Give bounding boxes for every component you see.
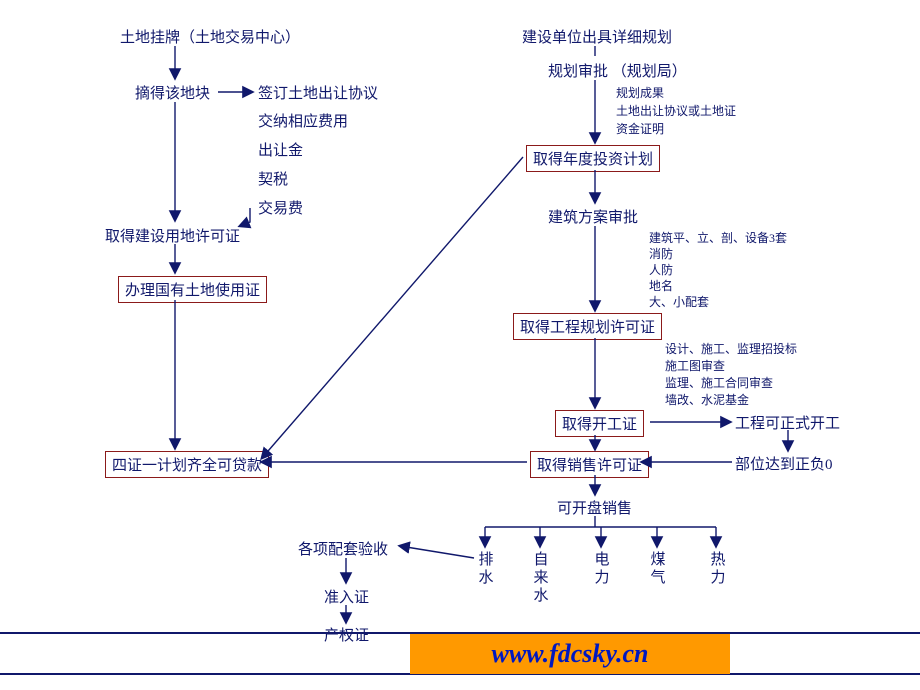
plan-approve: 规划审批 （规划局） bbox=[548, 60, 687, 81]
arch-sub-3: 地名 bbox=[649, 277, 673, 294]
arch-sub-0: 建筑平、立、剖、设备3套 bbox=[649, 229, 787, 246]
side-item-2: 出让金 bbox=[258, 139, 303, 160]
side-item-1: 交纳相应费用 bbox=[258, 110, 348, 131]
start-note: 工程可正式开工 bbox=[735, 412, 840, 433]
use-cert-box: 办理国有土地使用证 bbox=[118, 276, 267, 303]
entry-cert: 准入证 bbox=[324, 586, 369, 607]
plan-sub-1: 土地出让协议或土地证 bbox=[616, 102, 736, 119]
arch-sub-4: 大、小配套 bbox=[649, 293, 709, 310]
proj-sub-2: 监理、施工合同审查 bbox=[665, 374, 773, 391]
start-permit-box: 取得开工证 bbox=[555, 410, 644, 437]
can-sell: 可开盘销售 bbox=[557, 497, 632, 518]
plan-sub-0: 规划成果 bbox=[616, 84, 664, 101]
proj-sub-1: 施工图审查 bbox=[665, 357, 725, 374]
util-3: 煤气 bbox=[650, 551, 666, 587]
invest-plan-box: 取得年度投资计划 bbox=[526, 145, 660, 172]
loan-ready-box: 四证一计划齐全可贷款 bbox=[105, 451, 269, 478]
land-permit: 取得建设用地许可证 bbox=[105, 225, 240, 246]
arch-plan: 建筑方案审批 bbox=[548, 206, 638, 227]
arch-sub-1: 消防 bbox=[649, 245, 673, 262]
plan-sub-2: 资金证明 bbox=[616, 120, 664, 137]
get-block: 摘得该地块 bbox=[135, 82, 210, 103]
proj-permit-box: 取得工程规划许可证 bbox=[513, 313, 662, 340]
util-1: 自来水 bbox=[533, 551, 549, 605]
footer-banner: www.fdcsky.cn bbox=[410, 634, 730, 674]
side-item-3: 契税 bbox=[258, 168, 288, 189]
proj-sub-3: 墙改、水泥基金 bbox=[665, 391, 749, 408]
proj-sub-0: 设计、施工、监理招投标 bbox=[665, 340, 797, 357]
zero-level: 部位达到正负0 bbox=[735, 453, 833, 474]
land-listing: 土地挂牌（土地交易中心） bbox=[120, 26, 300, 47]
detail-plan: 建设单位出具详细规划 bbox=[522, 26, 672, 47]
property-cert: 产权证 bbox=[324, 624, 369, 645]
acceptance: 各项配套验收 bbox=[298, 538, 388, 559]
util-2: 电力 bbox=[594, 551, 610, 587]
sale-permit-box: 取得销售许可证 bbox=[530, 451, 649, 478]
side-item-4: 交易费 bbox=[258, 197, 303, 218]
util-4: 热力 bbox=[710, 551, 726, 587]
util-0: 排水 bbox=[478, 551, 494, 587]
arch-sub-2: 人防 bbox=[649, 261, 673, 278]
side-item-0: 签订土地出让协议 bbox=[258, 82, 378, 103]
